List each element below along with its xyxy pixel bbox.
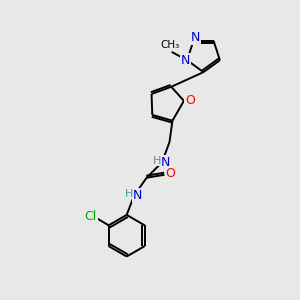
Text: H: H [125,189,133,199]
Text: H: H [153,155,161,166]
Text: N: N [161,156,170,169]
Text: N: N [191,31,200,44]
Text: O: O [185,94,195,107]
Text: Cl: Cl [85,210,97,223]
Text: CH₃: CH₃ [160,40,180,50]
Text: O: O [165,167,175,180]
Text: N: N [133,189,142,202]
Text: N: N [181,54,190,67]
